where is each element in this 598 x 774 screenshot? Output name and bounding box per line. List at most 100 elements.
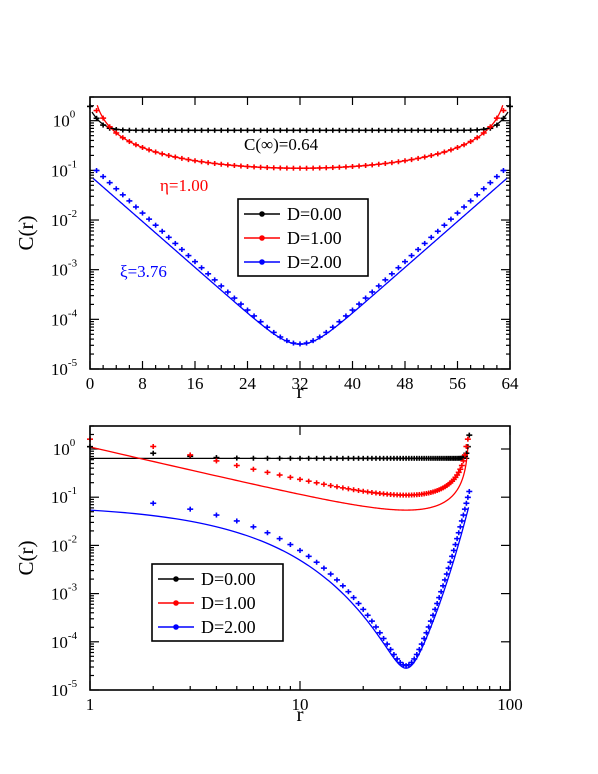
top-d100-point — [139, 144, 146, 150]
bottom-d000-point — [320, 455, 327, 461]
bottom-d200-point — [276, 536, 283, 542]
bottom-d100-point — [305, 478, 312, 484]
bottom-legend-marker — [173, 576, 179, 582]
top-d000-point — [500, 115, 507, 121]
bottom-ytick-label: 10-3 — [51, 582, 78, 604]
bottom-d200-point — [447, 559, 454, 565]
bottom-ytick-label: 10-1 — [51, 485, 77, 507]
top-d000-point — [152, 127, 159, 133]
top-d200-point — [146, 216, 153, 222]
top-d000-point — [139, 127, 146, 133]
top-d200-point — [192, 259, 198, 265]
top-d000-point — [408, 127, 415, 133]
bottom-d200-point — [380, 635, 387, 641]
top-d200-point — [100, 174, 107, 180]
bottom-d200-point — [458, 518, 465, 524]
top-d000-point — [172, 127, 179, 133]
top-legend: D=0.00 D=1.00 D=2.00 — [237, 198, 369, 277]
top-legend-marker — [259, 235, 265, 241]
top-d000-point — [421, 127, 428, 133]
top-d100-point — [310, 165, 317, 171]
bottom-d200-point — [464, 494, 471, 500]
top-d000-point — [310, 127, 317, 133]
top-d100-point — [172, 154, 179, 160]
top-xtick-label: 40 — [344, 374, 361, 393]
top-d200-point — [172, 240, 179, 246]
top-d100-point — [329, 165, 336, 171]
bottom-legend-label: D=0.00 — [201, 569, 256, 589]
top-d100-point — [198, 159, 205, 165]
top-d000-point — [198, 127, 205, 133]
top-d200-point — [402, 259, 408, 265]
top-d000-point — [257, 127, 264, 133]
top-d100-point — [342, 164, 349, 170]
bottom-d100-point — [454, 472, 461, 478]
top-d000-point — [316, 127, 323, 133]
bottom-d200-point — [390, 651, 397, 657]
bottom-plot-frame — [89, 425, 511, 691]
top-xlabel: r — [297, 379, 304, 403]
top-xtick-label: 64 — [502, 374, 520, 393]
top-d200-point — [362, 295, 369, 301]
bottom-d100-point — [458, 463, 465, 469]
top-d100-point — [132, 142, 139, 148]
top-d000-point — [178, 127, 185, 133]
top-ytick-label: 10-4 — [51, 307, 78, 329]
bottom-d000-point — [466, 432, 473, 438]
top-d100-point — [434, 151, 441, 157]
top-d100-point — [113, 130, 120, 136]
top-d200-point — [159, 228, 166, 234]
bottom-d100-point — [461, 452, 468, 458]
top-d000-point — [329, 127, 336, 133]
top-d200-point — [93, 168, 100, 174]
top-d000-point — [303, 127, 310, 133]
bottom-d200-point — [438, 589, 445, 595]
bottom-d000-point — [345, 455, 352, 461]
bottom-legend-entry: D=2.00 — [158, 617, 256, 637]
top-d200-point — [487, 180, 494, 186]
top-d000-point — [146, 127, 153, 133]
bottom-d200-point — [408, 659, 415, 665]
top-d200-point — [119, 192, 126, 198]
top-d100-point — [375, 161, 382, 167]
top-d200-point — [447, 216, 454, 222]
top-d000-point — [192, 127, 198, 133]
top-d100-point — [336, 164, 343, 170]
top-d200-point — [132, 204, 139, 210]
top-d100-point — [362, 163, 369, 169]
bottom-d200-point — [150, 500, 157, 506]
bottom-d200-point — [430, 612, 437, 618]
top-d100-point — [447, 147, 454, 153]
bottom-d000-point — [287, 455, 294, 461]
top-d000-point — [402, 127, 408, 133]
top-d100-point — [349, 164, 356, 170]
top-d100-point — [119, 135, 126, 141]
bottom-d000-point — [264, 455, 271, 461]
top-d200-point — [493, 174, 500, 180]
bottom-d000-point — [250, 455, 257, 461]
bottom-xtick-label: 1 — [86, 695, 95, 714]
top-d200-point — [277, 334, 284, 340]
top-d200-point — [441, 222, 448, 228]
top-d100-point — [474, 135, 481, 141]
bottom-d200-point — [355, 600, 362, 606]
top-d000-point — [290, 127, 297, 133]
bottom-d200-point — [411, 656, 418, 662]
top-d000-point — [251, 127, 258, 133]
top-d000-point — [185, 127, 192, 133]
bottom-d100-point — [333, 484, 340, 490]
bottom-d000-point — [150, 450, 157, 456]
top-ytick-label: 10-5 — [51, 357, 78, 379]
top-d100-point — [244, 164, 251, 170]
bottom-d100-point — [150, 443, 157, 449]
bottom-d200-point — [250, 524, 257, 530]
top-d200-point — [461, 204, 468, 210]
top-d100-point — [231, 163, 238, 169]
bottom-d200-point — [441, 577, 448, 583]
top-d200-point — [421, 240, 428, 246]
bottom-d200-point — [187, 506, 194, 512]
bottom-d200-point — [387, 646, 394, 652]
top-d100-point — [211, 160, 218, 166]
top-d100-point — [152, 149, 159, 155]
annotation-eta: η=1.00 — [160, 176, 208, 195]
